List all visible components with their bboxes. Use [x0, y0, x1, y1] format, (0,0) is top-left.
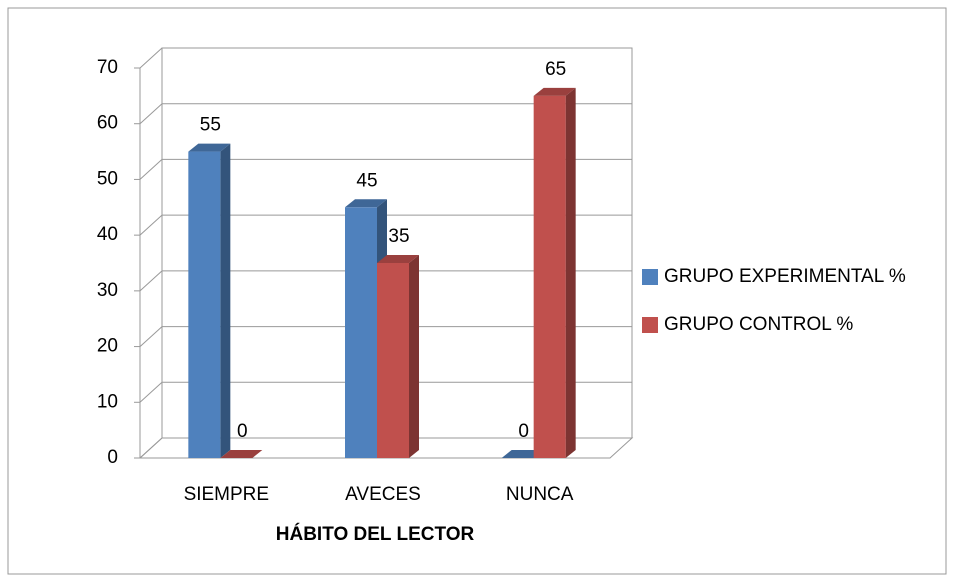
legend-label: GRUPO EXPERIMENTAL % [664, 266, 906, 287]
x-tick-label: SIEMPRE [184, 484, 270, 505]
bar-top [533, 87, 576, 96]
bar-side [565, 87, 576, 458]
data-label: 55 [200, 115, 221, 136]
data-label: 45 [356, 170, 377, 191]
bar-top [188, 143, 231, 152]
data-label: 0 [237, 421, 248, 442]
x-tick-label: AVECES [345, 484, 421, 505]
bar-side [409, 255, 419, 458]
bar [345, 207, 377, 458]
bar [188, 151, 221, 459]
x-axis-title: HÁBITO DEL LECTOR [276, 523, 475, 545]
bar-top [501, 450, 544, 458]
bar-top [345, 199, 387, 208]
legend-swatch [642, 317, 658, 333]
bar-top [377, 255, 419, 263]
grid-line [139, 214, 163, 236]
bar-top [220, 450, 263, 458]
y-tick-label: 60 [97, 113, 118, 134]
bar [377, 263, 409, 458]
chart-frame [7, 7, 947, 575]
grid-line [139, 326, 163, 347]
x-tick-label: NUNCA [506, 484, 574, 505]
data-label: 0 [518, 421, 529, 442]
y-tick-label: 0 [107, 447, 118, 468]
bar [533, 95, 566, 458]
y-tick-label: 30 [97, 280, 118, 301]
grid-line [139, 381, 163, 403]
legend-swatch [642, 269, 658, 285]
y-tick-label: 10 [97, 391, 118, 412]
grid-line [139, 437, 163, 459]
y-tick-label: 70 [97, 57, 118, 78]
bar-side [220, 143, 231, 459]
grid-line [139, 103, 163, 125]
grid-line [139, 47, 163, 69]
grid-line [139, 159, 163, 180]
legend-label: GRUPO CONTROL % [664, 314, 853, 335]
y-tick-label: 20 [97, 336, 118, 357]
y-tick-label: 50 [97, 168, 118, 189]
data-label: 35 [388, 226, 409, 247]
y-tick-label: 40 [97, 224, 118, 245]
data-label: 65 [545, 59, 566, 80]
grid-line [139, 270, 163, 292]
